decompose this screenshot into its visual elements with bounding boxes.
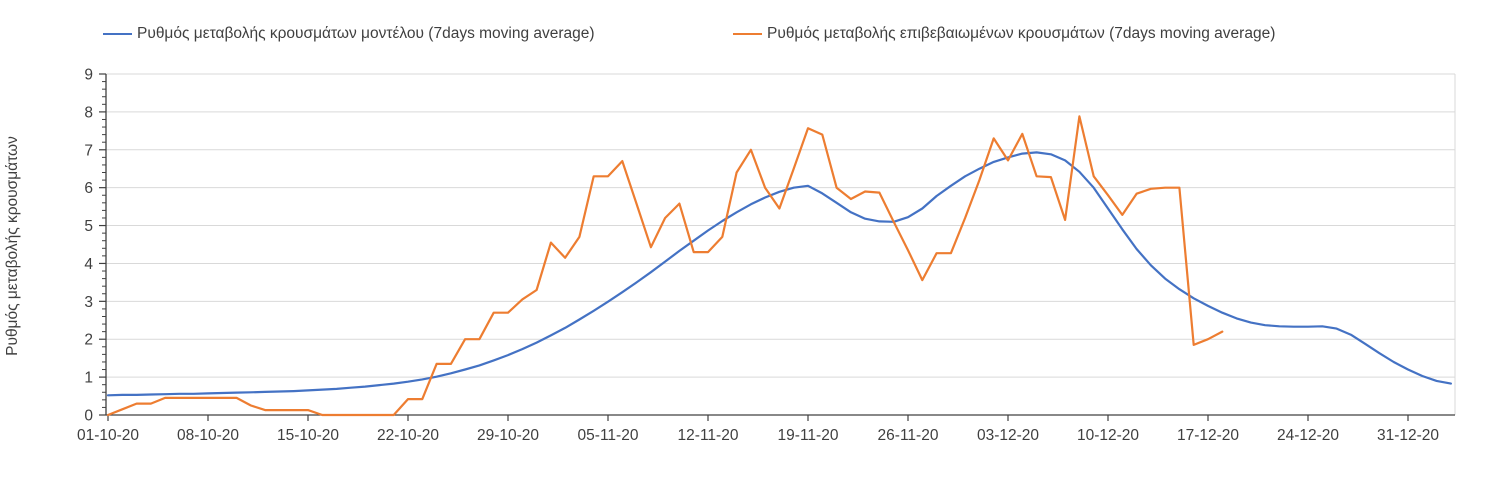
y-tick-label: 7 — [84, 142, 93, 159]
y-tick-label: 8 — [84, 104, 93, 121]
y-axis-title: Ρυθμός μεταβολής κρουσμάτων — [4, 136, 21, 356]
x-tick-label: 10-12-20 — [1077, 427, 1139, 444]
x-tick-label: 12-11-20 — [678, 427, 739, 444]
y-tick-label: 9 — [84, 67, 93, 84]
x-tick-label: 31-12-20 — [1377, 427, 1439, 444]
legend-label-confirmed: Ρυθμός μεταβολής επιβεβαιωμένων κρουσμάτ… — [767, 25, 1276, 42]
y-tick-label: 3 — [84, 294, 93, 311]
x-tick-label: 17-12-20 — [1177, 427, 1239, 444]
x-tick-label: 01-10-20 — [77, 427, 139, 444]
x-tick-label: 19-11-20 — [778, 427, 839, 444]
y-tick-label: 6 — [84, 180, 93, 197]
legend-item-model: Ρυθμός μεταβολής κρουσμάτων μοντέλου (7d… — [103, 25, 595, 43]
x-tick-label: 03-12-20 — [977, 427, 1039, 444]
x-tick-label: 24-12-20 — [1277, 427, 1339, 444]
y-tick-label: 2 — [84, 332, 93, 349]
x-tick-label: 08-10-20 — [177, 427, 239, 444]
y-tick-label: 4 — [84, 256, 93, 273]
x-tick-label: 29-10-20 — [477, 427, 539, 444]
legend-line-swatch-model — [103, 33, 132, 35]
legend-line-swatch-confirmed — [733, 33, 762, 35]
series-line-model — [106, 151, 1453, 397]
x-tick-label: 15-10-20 — [277, 427, 339, 444]
series-line-confirmed — [106, 115, 1224, 417]
x-tick-label: 05-11-20 — [578, 427, 639, 444]
legend-label-model: Ρυθμός μεταβολής κρουσμάτων μοντέλου (7d… — [137, 25, 595, 42]
y-tick-label: 1 — [84, 370, 93, 387]
y-tick-label: 0 — [84, 408, 93, 425]
y-tick-label: 5 — [84, 218, 93, 235]
legend-item-confirmed: Ρυθμός μεταβολής επιβεβαιωμένων κρουσμάτ… — [733, 25, 1275, 43]
x-tick-label: 22-10-20 — [377, 427, 439, 444]
x-tick-label: 26-11-20 — [878, 427, 939, 444]
